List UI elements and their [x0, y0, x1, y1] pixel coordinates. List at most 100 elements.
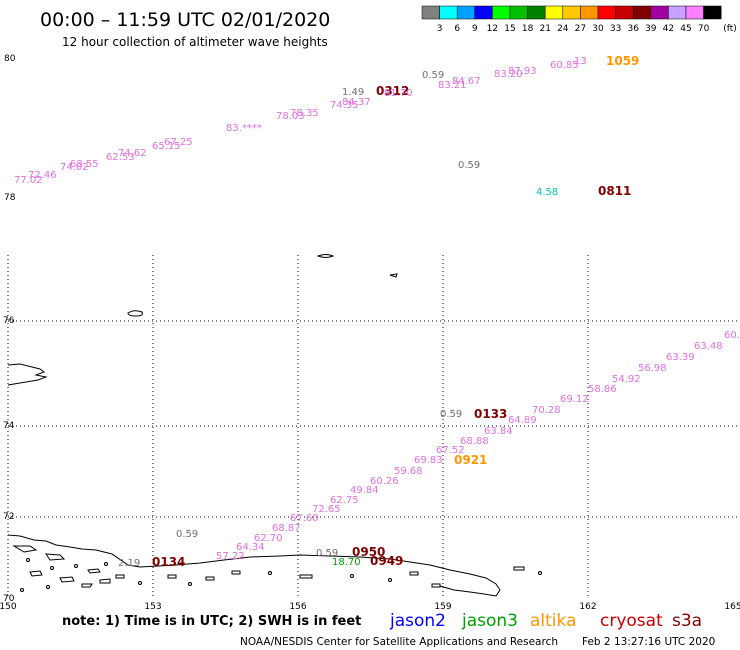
legend-swatch — [597, 5, 616, 20]
legend-label: 9 — [472, 24, 478, 34]
pass-time-label: 0312 — [376, 84, 409, 98]
legend-swatch — [615, 5, 634, 20]
wave-height-label: 57.22 — [216, 551, 245, 562]
satellite-legend: jason2 jason3 altika cryosat s3a — [389, 611, 702, 631]
legend-swatch — [456, 5, 476, 20]
legend-label: 3 — [437, 24, 443, 34]
wave-height-label: 62.53 — [106, 152, 135, 163]
legend-swatch — [492, 5, 511, 20]
wave-height-label: 63.84 — [484, 426, 513, 437]
legend-label: 33 — [610, 24, 621, 34]
wave-height-label: 81.70 — [384, 88, 413, 99]
wave-height-label: 0.59 — [440, 409, 462, 420]
map-subtitle: 12 hour collection of altimeter wave hei… — [62, 35, 328, 49]
wave-height-label: 4.58 — [536, 187, 558, 198]
legend-label: 36 — [627, 24, 639, 34]
lower-track-labels: 60.63.4863.3956.9854.9258.8669.1270.2864… — [118, 330, 740, 569]
pass-time-label: 0811 — [598, 184, 631, 198]
lon-label: 150 — [0, 602, 17, 612]
legend-swatch — [527, 5, 546, 20]
wave-height-label: 78.03 — [276, 111, 305, 122]
satellite-name: altika — [530, 611, 577, 631]
wave-height-label: 59.68 — [394, 466, 423, 477]
wave-height-label: 70.28 — [532, 405, 561, 416]
wave-height-label: 60.26 — [370, 476, 399, 487]
wave-height-label: 83.**** — [226, 123, 262, 134]
legend-unit: (ft) — [723, 24, 737, 34]
wave-height-label: 64.89 — [508, 415, 537, 426]
wave-height-label: 69.12 — [560, 394, 589, 405]
wave-height-label: 54.92 — [612, 374, 641, 385]
wave-height-label: 62.70 — [254, 533, 283, 544]
legend-label: 30 — [592, 24, 604, 34]
wave-height-label: 56.98 — [638, 363, 667, 374]
wave-height-label: 67.52 — [436, 445, 465, 456]
coastline — [7, 254, 525, 597]
wave-height-label: 18.70 — [332, 557, 361, 568]
wave-height-label: 63.48 — [694, 341, 723, 352]
wave-height-label: 60.85 — [550, 60, 579, 71]
legend-swatch — [685, 5, 704, 20]
pass-time-label: 0133 — [474, 407, 507, 421]
wave-height-label: 0.59 — [458, 160, 480, 171]
legend-label: 27 — [575, 24, 586, 34]
wave-height-label: 84.37 — [342, 97, 371, 108]
legend-swatch — [544, 5, 564, 20]
satellite-name: jason3 — [461, 611, 518, 631]
footer-credit: NOAA/NESDIS Center for Satellite Applica… — [240, 636, 558, 648]
legend-label: 21 — [539, 24, 550, 34]
lon-label: 153 — [144, 602, 161, 612]
wave-height-label: 87.93 — [508, 66, 537, 77]
wave-height-label: 78.35 — [290, 108, 319, 119]
wave-height-label: 69.83 — [414, 455, 443, 466]
satellite-name: jason2 — [389, 611, 446, 631]
wave-height-label: 62.75 — [330, 495, 359, 506]
legend-label: 15 — [504, 24, 515, 34]
wave-height-label: 77.02 — [14, 175, 43, 186]
legend-swatch — [668, 5, 687, 20]
wave-height-label: 68.88 — [460, 436, 489, 447]
wave-height-label: 67.60 — [290, 513, 319, 524]
wave-height-label: 74.35 — [330, 100, 359, 111]
satellite-name: cryosat — [600, 611, 663, 631]
pass-time-label: 0949 — [370, 554, 403, 568]
lat-label: 72 — [3, 512, 14, 522]
legend-label: 6 — [454, 24, 460, 34]
wave-height-label: 83.20 — [494, 69, 523, 80]
legend-swatch — [562, 5, 581, 20]
wave-height-label: 63.39 — [666, 352, 695, 363]
legend-swatch — [474, 5, 493, 20]
legend-swatch — [509, 5, 528, 20]
lon-label: 156 — [289, 602, 306, 612]
legend-swatch — [439, 5, 458, 20]
wave-height-label: 0.59 — [176, 529, 198, 540]
lat-label: 80 — [4, 54, 16, 64]
map-title: 00:00 – 11:59 UTC 02/01/2020 — [40, 9, 330, 31]
lower-map-panel — [7, 254, 740, 598]
wave-height-label: 84.67 — [452, 76, 481, 87]
wave-height-label: 1.49 — [342, 87, 364, 98]
wave-height-label: 13 — [574, 56, 587, 67]
wave-height-label: 2.19 — [118, 558, 140, 569]
wave-height-label: 72.46 — [28, 170, 57, 181]
footer-note: note: 1) Time is in UTC; 2) SWH is in fe… — [62, 614, 361, 629]
pass-time-label: 0134 — [152, 555, 185, 569]
wave-height-label: 83.21 — [438, 80, 467, 91]
wave-height-label: 64.34 — [236, 542, 265, 553]
pass-time-label: 0921 — [454, 453, 487, 467]
footer-timestamp: Feb 2 13:27:16 UTC 2020 — [582, 636, 715, 648]
wave-height-label: 49.84 — [350, 485, 379, 496]
legend-label: 24 — [557, 24, 569, 34]
legend-swatch — [421, 5, 440, 20]
color-legend: 3 6 9 12 15 18 21 24 27 30 33 36 39 42 45 70 (ft) — [421, 5, 737, 34]
legend-label: 12 — [487, 24, 498, 34]
legend-label: 45 — [680, 24, 691, 34]
lat-label: 78 — [4, 193, 16, 203]
wave-height-label: 74.02 — [60, 162, 89, 173]
wave-height-label: 0.59 — [422, 70, 444, 81]
legend-swatch — [703, 5, 722, 20]
satellite-name: s3a — [672, 611, 702, 631]
